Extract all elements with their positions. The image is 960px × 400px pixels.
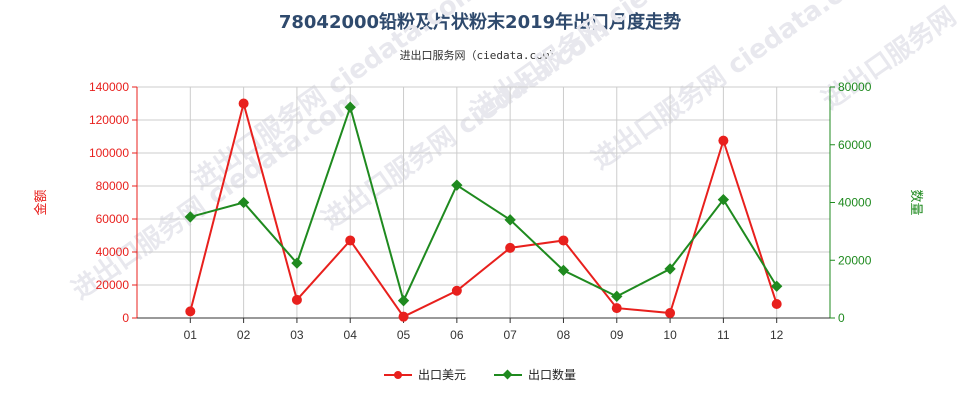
x-tick-label: 08	[557, 328, 571, 342]
y-tick-label-left: 140000	[89, 80, 129, 94]
y-tick-label-left: 40000	[96, 245, 130, 259]
data-point-qty	[397, 295, 410, 307]
data-point-qty	[557, 264, 570, 277]
data-point-usd	[718, 135, 729, 146]
watermark-text: 进出口服务网 ciedata.com	[817, 0, 960, 116]
data-point-qty	[451, 179, 463, 191]
legend-label-qty: 出口数量	[528, 368, 577, 382]
legend-label-usd: 出口美元	[417, 368, 466, 382]
y-tick-label-left: 0	[122, 311, 129, 325]
x-tick-label: 09	[610, 328, 624, 342]
x-tick-label: 11	[717, 328, 730, 342]
data-point-qty	[504, 214, 516, 226]
y-tick-label-left: 80000	[96, 179, 130, 193]
data-point-qty	[184, 211, 196, 223]
data-point-qty	[771, 280, 783, 292]
data-point-usd	[451, 285, 462, 296]
x-tick-label: 01	[184, 328, 198, 342]
legend-item-usd[interactable]: 出口美元	[383, 366, 466, 383]
data-point-usd	[505, 242, 516, 253]
legend-swatch-usd	[383, 369, 412, 381]
data-point-qty	[717, 193, 730, 206]
x-tick-label: 10	[663, 328, 677, 342]
y-tick-label-left: 20000	[96, 278, 130, 292]
data-point-usd	[345, 235, 356, 246]
x-tick-label: 05	[397, 328, 411, 342]
y-tick-label-right: 40000	[838, 196, 872, 210]
data-point-qty	[237, 196, 250, 209]
data-point-qty	[664, 263, 676, 275]
y-axis-title-left: 金额	[33, 189, 49, 215]
y-tick-label-left: 60000	[96, 212, 130, 226]
series-line-qty	[190, 103, 778, 304]
data-point-usd	[665, 308, 676, 319]
y-tick-label-left: 100000	[89, 146, 129, 160]
data-point-usd	[558, 235, 569, 246]
y-tick-label-right: 20000	[838, 253, 872, 267]
y-tick-label-right: 0	[838, 311, 845, 325]
data-point-usd	[291, 294, 302, 305]
chart-subtitle: 进出口服务网（ciedata.com）	[399, 49, 561, 62]
chart-title: 78042000铅粉及片状粉末2019年出口月度走势	[278, 12, 682, 33]
x-tick-label: 06	[450, 328, 464, 342]
y-tick-label-right: 60000	[838, 138, 872, 152]
watermark-text: 进出口服务网 ciedata.com	[187, 0, 485, 196]
data-point-qty	[291, 257, 303, 269]
data-point-qty	[611, 290, 623, 303]
x-tick-label: 02	[237, 328, 251, 342]
y-tick-label-left: 120000	[89, 113, 129, 127]
chart-legend: 出口美元 出口数量	[0, 366, 960, 383]
series-line-usd	[189, 99, 778, 318]
x-tick-label: 12	[770, 328, 784, 342]
data-point-usd	[611, 303, 622, 314]
x-tick-label: 03	[290, 328, 304, 342]
data-point-usd	[398, 311, 409, 322]
data-point-usd	[185, 306, 196, 317]
x-tick-label: 04	[344, 328, 358, 342]
data-point-usd	[238, 98, 249, 109]
x-tick-label: 07	[503, 328, 517, 342]
legend-swatch-qty	[494, 369, 522, 381]
y-tick-label-right: 80000	[838, 80, 872, 94]
legend-item-qty[interactable]: 出口数量	[494, 366, 576, 383]
data-point-usd	[771, 298, 782, 309]
y-axis-title-right: 数量	[908, 189, 923, 215]
